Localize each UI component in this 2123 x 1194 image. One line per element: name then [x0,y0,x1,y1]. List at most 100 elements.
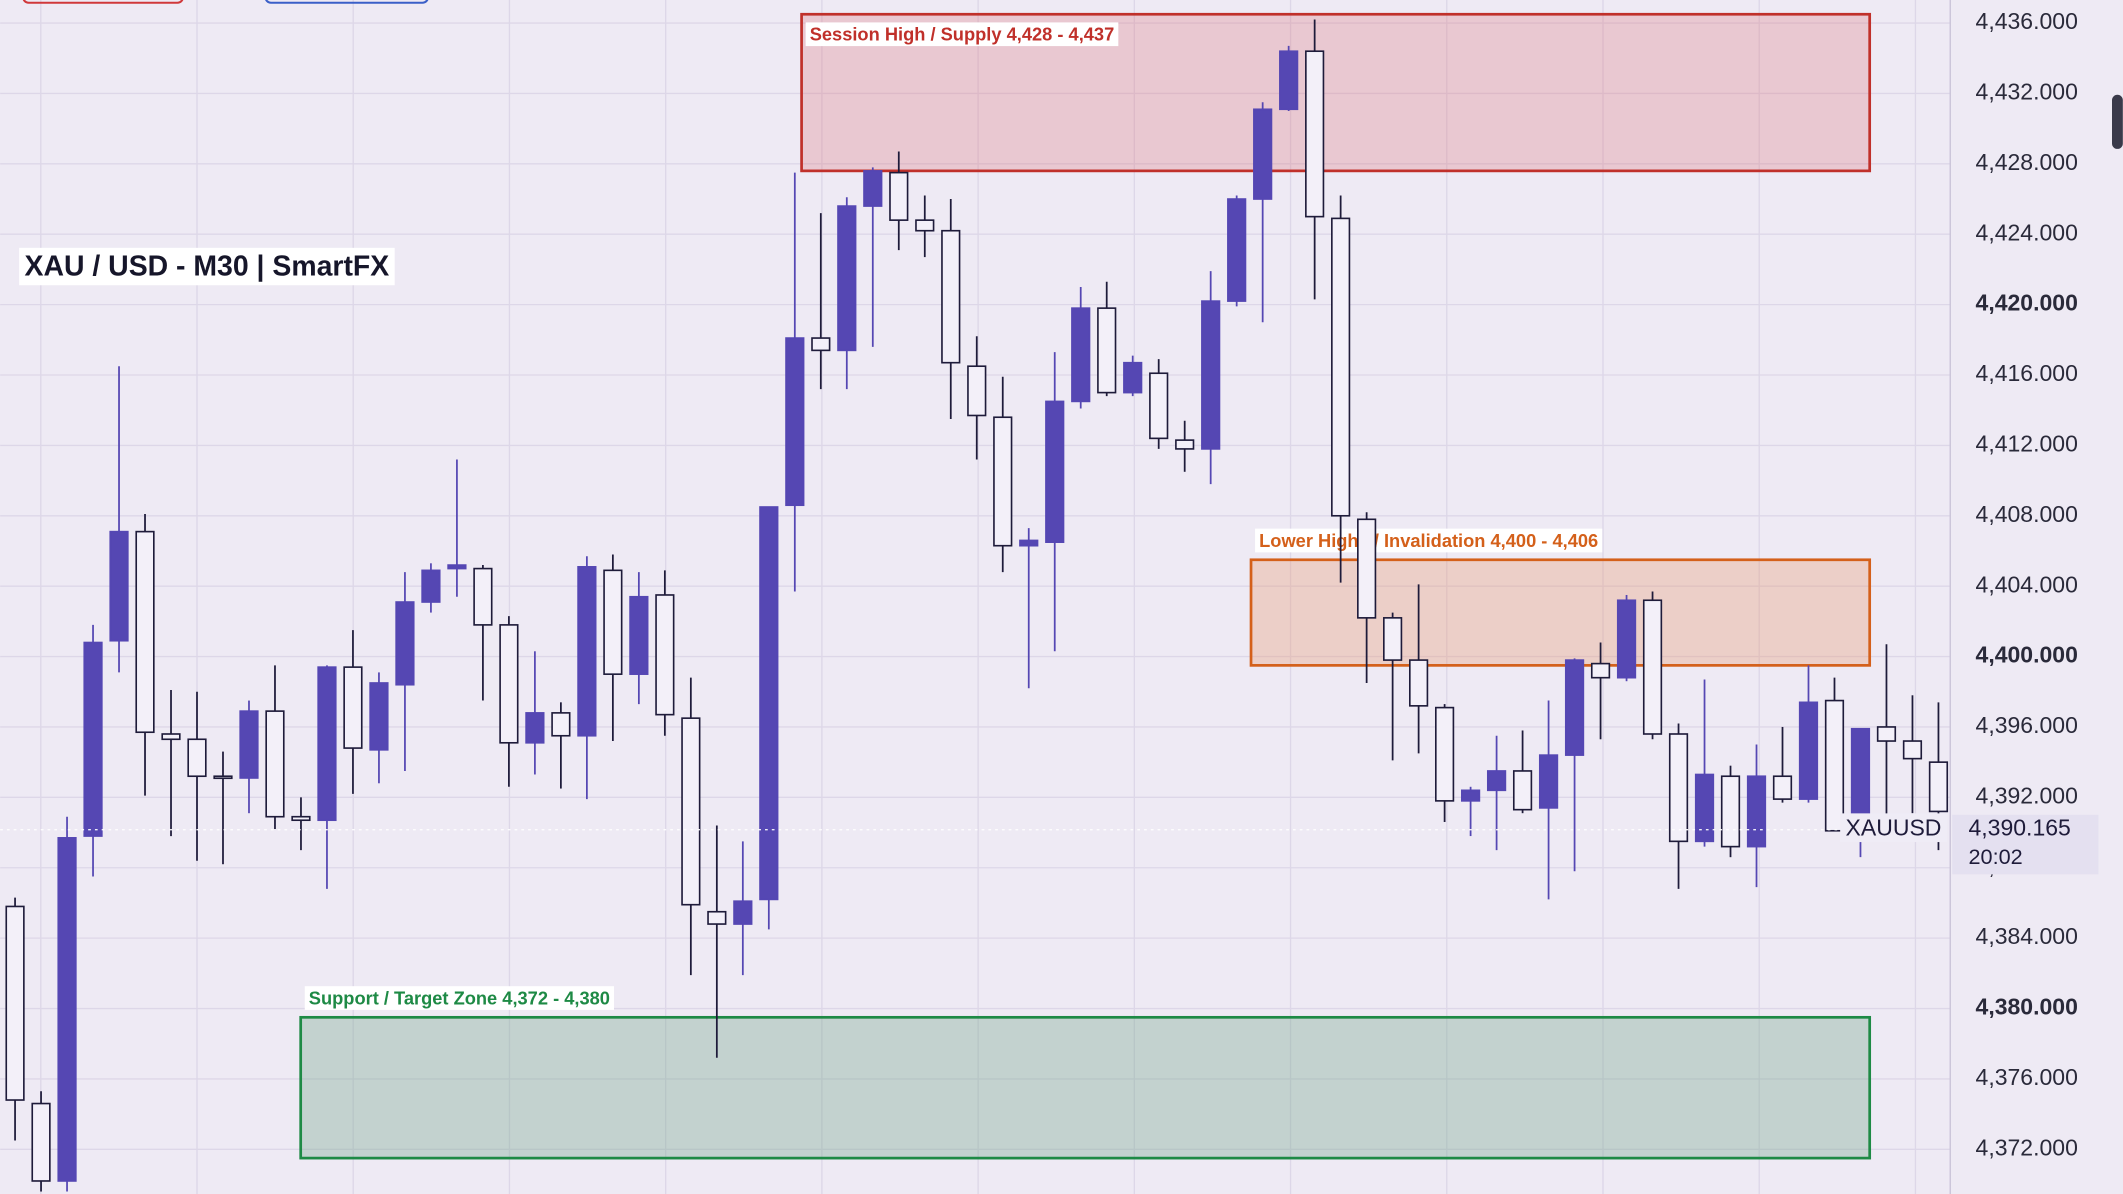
candle-body [1331,217,1351,517]
y-tick-label: 4,412.000 [1976,430,2078,456]
candle-body [577,566,597,737]
candle-body [1772,775,1793,800]
y-tick-label: 4,372.000 [1976,1134,2078,1160]
overlay: XAU / USD - M30 | SmartFX 4,390.165 20:02… [0,247,2099,875]
price-axis: 4,372.0004,376.0004,380.0004,384.0004,38… [1976,8,2078,1160]
candle-body [499,624,519,744]
y-tick-label: 4,380.000 [1976,994,2078,1020]
candle-body [1824,699,1845,832]
candle-body [83,641,103,837]
candle-body [915,219,935,232]
candle-body [1616,599,1637,679]
y-tick-label: 4,424.000 [1976,219,2078,245]
y-tick-label: 4,416.000 [1976,360,2078,386]
title-background [19,247,395,286]
candle-body [395,601,415,686]
candle-body [967,365,987,417]
candle-body [213,775,233,780]
label-background [1840,813,1947,843]
label-background [1255,528,1603,553]
candle-body [1305,50,1325,218]
candle-body [447,564,467,570]
y-tick-label: 4,432.000 [1976,79,2078,105]
candle-body [161,733,181,741]
candle-body [1071,307,1091,403]
y-tick-label: 4,384.000 [1976,923,2078,949]
candles [5,19,1949,1192]
candle-body [5,905,25,1101]
candle-body [1746,775,1767,848]
candle-body [291,815,311,822]
y-tick-label: 4,376.000 [1976,1064,2078,1090]
candle-body [1253,108,1273,200]
candle-body [1460,789,1481,802]
candle-body [1045,400,1065,543]
candle-body [1019,539,1039,547]
toolbar-button[interactable] [265,0,429,4]
candle-body [1097,307,1117,394]
candle-body [343,666,363,749]
candle-body [1668,733,1689,843]
candle-body [759,506,779,901]
candle-body [1175,439,1195,450]
grid [0,22,1950,1150]
candle-body [941,229,961,364]
candle-body [785,337,805,507]
candle-body [1486,770,1507,792]
candle-body [1383,617,1403,661]
candle-body [1902,740,1923,760]
candle-body [1227,198,1247,302]
candle-body [993,416,1013,547]
candle-body [1798,701,1819,800]
candle-body [265,710,285,818]
zone [1249,558,1872,667]
candle-body [629,595,649,675]
candle-body [655,594,675,716]
symbol-label: XAUUSD [1846,815,1942,841]
y-tick-label: 4,392.000 [1976,782,2078,808]
candle-body [1149,372,1169,440]
candle-body [57,837,77,1182]
candle-body [1434,706,1455,802]
y-tick-label: 4,408.000 [1976,501,2078,527]
candle-body [1720,775,1741,848]
zone [299,1015,1872,1160]
toolbar-button[interactable] [22,0,184,4]
candle-body [1201,300,1221,450]
zones: Session High / Supply 4,428 - 4,437 Lower… [299,12,1872,1160]
candle-body [369,682,389,751]
last-price-label: 4,390.165 [1969,815,2071,841]
label-background [304,986,615,1010]
candle-body [889,171,909,221]
y-tick-label: 4,420.000 [1976,290,2078,316]
vertical-grid [40,0,1917,1194]
candle-body [1850,727,1871,816]
candle-body [187,738,207,778]
price-tag [1952,814,2099,875]
candle-body [1123,361,1143,394]
scrollbar[interactable] [2112,94,2123,149]
zone-label: Lower Highs / Invalidation 4,400 - 4,406 [1259,530,1598,551]
candle-body [1876,726,1897,742]
candle-body [1538,754,1559,809]
candle-body [707,910,727,925]
candle-body [1694,773,1715,843]
candle-body [135,530,155,734]
candle-body [1564,659,1585,756]
candle-body [1512,770,1533,811]
candle-body [239,710,259,779]
candle-body [1590,662,1611,679]
candle-body [733,900,753,925]
y-tick-label: 4,428.000 [1976,149,2078,175]
candle-body [317,666,337,822]
candle-body [603,569,623,675]
candle-body [1357,518,1377,619]
candle-body [1642,599,1663,735]
candle-body [525,712,545,744]
candle-body [863,170,883,207]
chart-title: XAU / USD - M30 | SmartFX [25,251,390,283]
candle-body [109,530,129,642]
candle-body [421,569,441,603]
y-tick-label: 4,436.000 [1976,8,2078,34]
